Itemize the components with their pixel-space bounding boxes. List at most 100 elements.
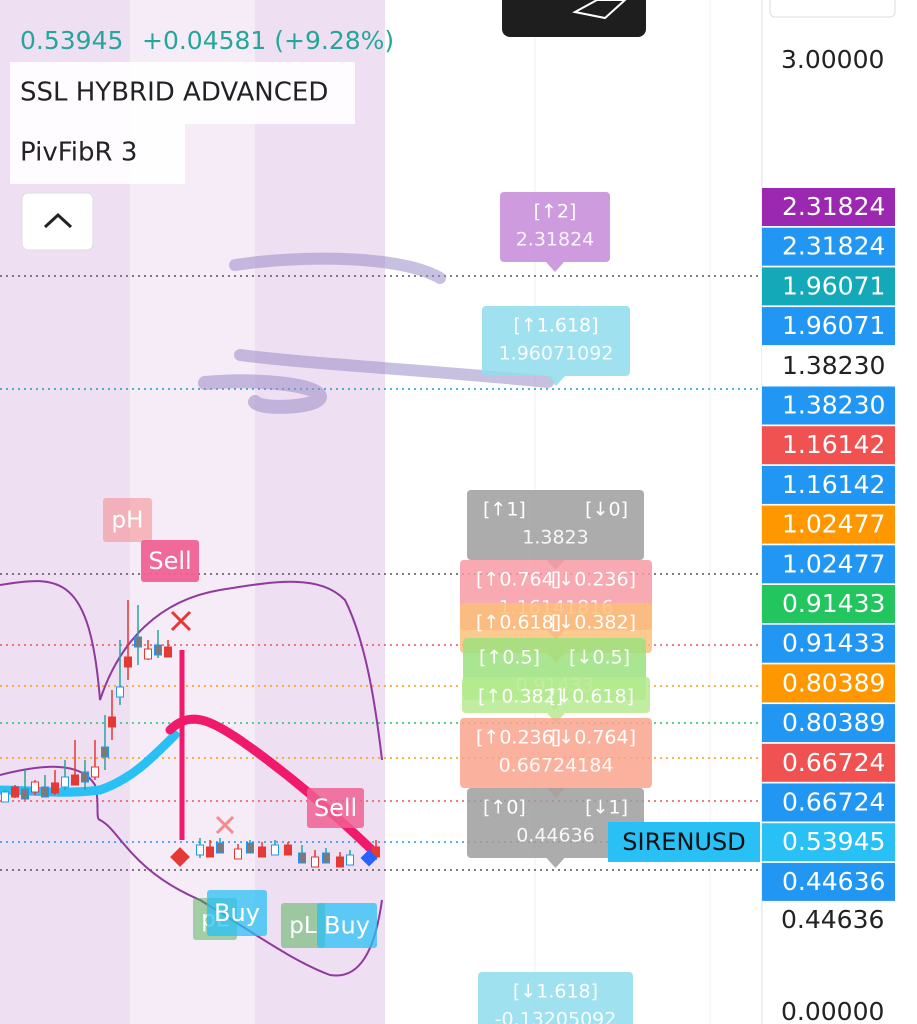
price-badge-label: 0.53945 (782, 827, 885, 856)
indicator-box (10, 62, 355, 124)
pivot-level: [↓0.236] (551, 569, 636, 591)
pivot-level: [↑1] (483, 499, 526, 521)
price-badge (762, 862, 895, 901)
pivot-high-label-box (103, 498, 152, 542)
price-badge-label: 0.66724 (782, 788, 885, 817)
pivot-price: 1.3823 (522, 527, 588, 549)
price-badge-label: 1.38230 (782, 351, 885, 380)
candle-body (108, 716, 116, 728)
symbol-badge (608, 822, 760, 862)
pivot-high-label: pH (112, 508, 144, 534)
candle-body (71, 774, 79, 786)
price-badge-label: 1.02477 (782, 549, 885, 578)
sell-label: Sell (148, 547, 191, 575)
candle-body (41, 786, 49, 798)
price-badge-label: 2.31824 (782, 232, 885, 261)
price-badge-label: 1.96071 (782, 271, 885, 300)
price-badge-label: 2.31824 (782, 192, 885, 221)
price-change: +0.04581 (+9.28%) (142, 26, 394, 55)
pivot-low-label-box (281, 903, 325, 948)
pivot-box (462, 677, 650, 713)
toolbar-button[interactable] (502, 0, 646, 37)
pivot-box (482, 306, 630, 376)
price-badge (762, 585, 895, 623)
envelope-lower (0, 765, 383, 977)
pivot-level: [↑2] (534, 201, 577, 223)
pivot-box (467, 788, 644, 858)
cross-marker (170, 610, 192, 632)
pivot-level: [↑1.618] (513, 315, 598, 337)
pivot-level: [↑0.5] (479, 647, 540, 669)
candle-body (206, 846, 214, 858)
pivot-price: 2.31824 (516, 229, 595, 251)
price: 0.53945 (20, 26, 123, 55)
pivot-price: 0.44636 (516, 825, 595, 847)
candle-body (346, 854, 354, 866)
pivot-level: [↑0] (483, 797, 526, 819)
diamond-marker (360, 849, 378, 867)
price-badge-label: 1.02477 (782, 510, 885, 539)
candle-body (144, 648, 152, 660)
pivot-level: [↓0] (585, 499, 628, 521)
price-badge-label: 0.91433 (782, 589, 885, 618)
candle-body (322, 852, 330, 864)
pivot-low-label: pL (289, 913, 317, 939)
candle-body (234, 848, 242, 860)
pivot-level: [↑0.236] (476, 727, 561, 749)
candle-body (21, 788, 29, 800)
price-badge (762, 465, 895, 504)
pivot-pointer (547, 376, 565, 386)
pivot-level: [↓0.5] (569, 647, 630, 669)
price-badge-label: 1.16142 (782, 430, 885, 459)
candle-body (1, 791, 9, 803)
pivot-box (467, 490, 644, 560)
candle-body (116, 686, 124, 698)
pivot-level: [↑0.618] (476, 612, 561, 634)
drawing (198, 252, 554, 414)
indicator-name: SSL HYBRID ADVANCED (20, 78, 328, 108)
pivot-level: [↑0.382] (478, 686, 563, 708)
pivot-price: 0.66724184 (499, 755, 614, 777)
pivot-box (460, 718, 652, 788)
pivot-level: [↓1.618] (513, 981, 598, 1003)
price-badge-label: 0.80389 (782, 708, 885, 737)
indicator-name: PivFibR 3 (20, 138, 137, 168)
buy-label-box (317, 903, 377, 948)
pivot-level: [↓1] (585, 797, 628, 819)
sell-label-box (307, 788, 364, 828)
caret-icon (43, 212, 73, 229)
price-badge (762, 783, 895, 822)
axis-label: 3.00000 (781, 45, 884, 74)
cross-marker (215, 815, 235, 835)
price-badge (762, 426, 895, 465)
candle-body (134, 636, 142, 648)
candle-body (258, 846, 266, 858)
axis-label: 0.44636 (781, 905, 884, 934)
candle-body (91, 766, 99, 778)
sell-label-box (141, 540, 199, 582)
pivot-level: [↓0.382] (551, 612, 636, 634)
toolbar-icon (572, 0, 627, 20)
collapse-button[interactable] (21, 192, 94, 251)
indicator-box (10, 124, 185, 184)
candle-body (11, 786, 19, 798)
price-badge (762, 624, 895, 663)
price-badge (762, 505, 895, 544)
price-badge (762, 823, 895, 862)
pivot-box (500, 192, 610, 262)
price-badge (762, 267, 895, 306)
price-badge (762, 188, 895, 226)
symbol-label: SIRENUSD (622, 828, 745, 856)
price-badge (762, 704, 895, 743)
candle-body (124, 656, 132, 668)
candle-body (271, 844, 279, 856)
candle-body (246, 842, 254, 854)
sell-label: Sell (314, 794, 357, 822)
price-badge (762, 743, 895, 782)
pivot-pointer (546, 858, 565, 868)
candle-body (298, 852, 306, 864)
pivot-price: 1.96071092 (499, 343, 614, 365)
candles (1, 600, 380, 868)
buy-label-box (207, 890, 267, 936)
